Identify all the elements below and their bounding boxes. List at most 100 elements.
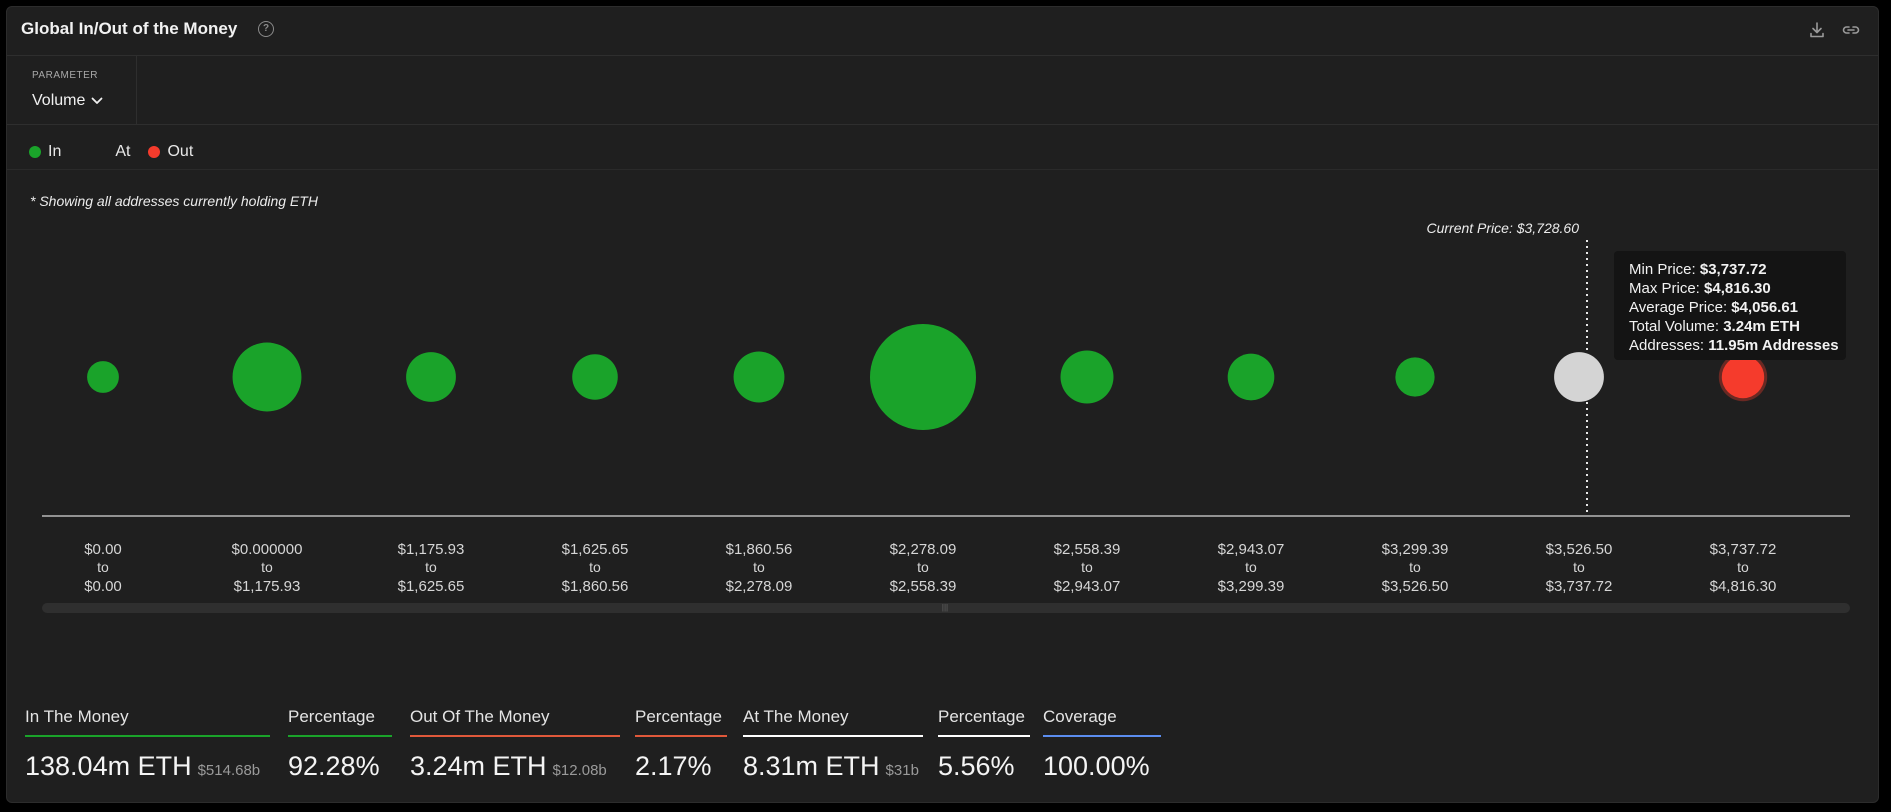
- tick-label-from: $3,526.50: [1546, 541, 1613, 558]
- download-icon[interactable]: [1805, 18, 1829, 42]
- question-circle-icon[interactable]: ?: [258, 21, 274, 37]
- tick-label-from: $0.00: [84, 541, 122, 558]
- stat-value: 100.00%: [1043, 751, 1150, 781]
- bubble-in: [1227, 353, 1275, 401]
- legend: In At Out: [29, 143, 217, 161]
- stat-underline: [410, 735, 620, 737]
- tick-label-to: $2,278.09: [726, 578, 793, 595]
- tick-label-from: $2,278.09: [890, 541, 957, 558]
- legend-dot-in: [29, 146, 41, 158]
- tick-label-to: $4,816.30: [1710, 578, 1777, 595]
- stat-value: 92.28%: [288, 751, 380, 781]
- parameter-dropdown[interactable]: Volume: [32, 92, 103, 110]
- tooltip-addresses: Addresses: 11.95m Addresses: [1629, 337, 1839, 354]
- stat-value: 138.04m ETH $514.68b: [25, 751, 261, 781]
- chart-tooltip: Min Price: $3,737.72 Max Price: $4,816.3…: [1614, 251, 1846, 360]
- stat-at-the-money: At The Money 8.31m ETH $31b: [743, 707, 923, 782]
- tick-label-from: $1,175.93: [398, 541, 465, 558]
- stat-label: Percentage: [635, 707, 722, 726]
- bubble-in: [1060, 350, 1114, 404]
- stat-label: Out Of The Money: [410, 707, 550, 726]
- stat-underline: [1043, 735, 1161, 737]
- stat-in-the-money: In The Money 138.04m ETH $514.68b: [25, 707, 270, 782]
- link-icon[interactable]: [1839, 18, 1863, 42]
- tick-label-to-word: to: [753, 559, 765, 575]
- bubble-chart: Current Price: $3,728.60$0.00to$0.00$0.0…: [42, 220, 1850, 595]
- bubble-in: [87, 361, 119, 393]
- legend-item-at[interactable]: At: [115, 143, 130, 161]
- bubble-in: [1395, 357, 1435, 397]
- tooltip-total-volume: Total Volume: 3.24m ETH: [1629, 318, 1800, 335]
- tick-label-to-word: to: [261, 559, 273, 575]
- holding-note: * Showing all addresses currently holdin…: [30, 193, 318, 209]
- chart-title: Global In/Out of the Money: [21, 19, 238, 38]
- tick-label-to: $3,526.50: [1382, 578, 1449, 595]
- tick-label-to: $2,558.39: [890, 578, 957, 595]
- tick-label-from: $2,943.07: [1218, 541, 1285, 558]
- parameter-selector: PARAMETER Volume: [7, 56, 137, 124]
- tick-label-to: $0.00: [84, 578, 122, 595]
- tick-label-to-word: to: [917, 559, 929, 575]
- stat-value: 8.31m ETH $31b: [743, 751, 919, 781]
- tooltip-min-price: Min Price: $3,737.72: [1629, 261, 1767, 278]
- tick-label-to: $2,943.07: [1054, 578, 1121, 595]
- chevron-down-icon: [91, 97, 103, 104]
- tick-label-to: $1,175.93: [234, 578, 301, 595]
- bubble-in: [733, 351, 785, 403]
- tooltip-max-price: Max Price: $4,816.30: [1629, 280, 1771, 297]
- bubble-at: [1554, 352, 1604, 402]
- stat-underline: [743, 735, 923, 737]
- tick-label-to-word: to: [97, 559, 109, 575]
- bubble-in: [406, 352, 456, 402]
- chart-scrollbar[interactable]: |||: [42, 603, 1850, 613]
- divider: [7, 169, 1878, 170]
- current-price-label: Current Price: $3,728.60: [1426, 220, 1579, 236]
- bubble-in: [232, 342, 302, 412]
- stat-value: 5.56%: [938, 751, 1015, 781]
- tick-label-to: $3,299.39: [1218, 578, 1285, 595]
- tick-label-to-word: to: [1409, 559, 1421, 575]
- divider: [7, 124, 1878, 125]
- chart-panel: Global In/Out of the Money ? PARAMETER V…: [6, 6, 1879, 803]
- tick-label-from: $1,860.56: [726, 541, 793, 558]
- parameter-value: Volume: [32, 92, 86, 109]
- tick-label-to-word: to: [425, 559, 437, 575]
- stat-value: 2.17%: [635, 751, 712, 781]
- stat-label: Percentage: [288, 707, 375, 726]
- stat-coverage: Coverage 100.00%: [1043, 707, 1161, 782]
- legend-label-out: Out: [167, 143, 194, 160]
- tick-label-to-word: to: [589, 559, 601, 575]
- stat-at-percentage: Percentage 5.56%: [938, 707, 1030, 782]
- tick-label-to-word: to: [1245, 559, 1257, 575]
- stat-label: Coverage: [1043, 707, 1117, 726]
- tooltip-average-price: Average Price: $4,056.61: [1629, 299, 1799, 316]
- stat-label: Percentage: [938, 707, 1025, 726]
- legend-item-out[interactable]: Out: [148, 143, 193, 161]
- tick-label-from: $3,737.72: [1710, 541, 1777, 558]
- tick-label-to: $1,860.56: [562, 578, 629, 595]
- stat-value: 3.24m ETH $12.08b: [410, 751, 607, 781]
- bubble-out: [1721, 355, 1765, 399]
- legend-label-at: At: [115, 143, 131, 160]
- legend-dot-out: [148, 146, 161, 158]
- stat-in-percentage: Percentage 92.28%: [288, 707, 392, 782]
- stat-underline: [635, 735, 727, 737]
- stat-label: In The Money: [25, 707, 129, 726]
- scrollbar-grip-icon[interactable]: |||: [941, 603, 949, 612]
- tick-label-to-word: to: [1737, 559, 1749, 575]
- stat-out-percentage: Percentage 2.17%: [635, 707, 727, 782]
- bubble-in: [572, 354, 618, 400]
- panel-header: Global In/Out of the Money ?: [7, 7, 1878, 56]
- parameter-label: PARAMETER: [32, 70, 98, 81]
- stat-underline: [25, 735, 270, 737]
- tick-label-from: $2,558.39: [1054, 541, 1121, 558]
- tick-label-from: $0.000000: [232, 541, 303, 558]
- tick-label-to: $1,625.65: [398, 578, 465, 595]
- stat-out-of-the-money: Out Of The Money 3.24m ETH $12.08b: [410, 707, 620, 782]
- legend-item-in[interactable]: In: [29, 143, 61, 161]
- tick-label-from: $3,299.39: [1382, 541, 1449, 558]
- legend-label-in: In: [48, 143, 62, 160]
- stat-underline: [288, 735, 392, 737]
- tick-label-to-word: to: [1573, 559, 1585, 575]
- bubble-in: [870, 324, 976, 430]
